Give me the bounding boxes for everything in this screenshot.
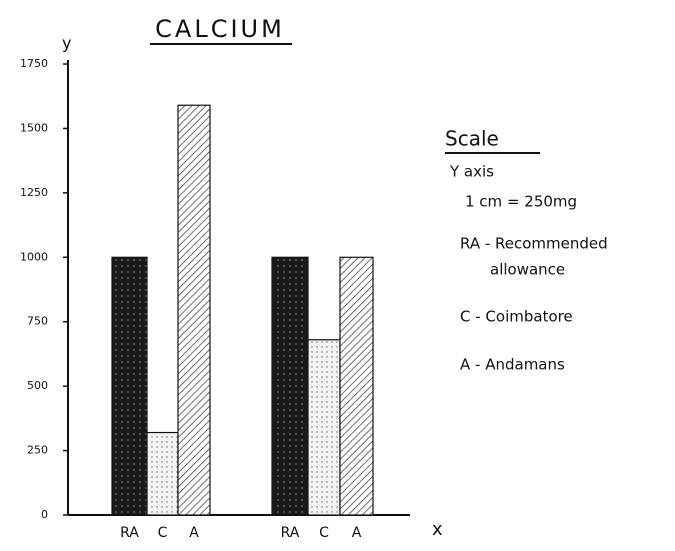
bar [340,257,373,515]
y-tick-label: 0 [41,508,48,521]
x-tick-label: RA [120,525,139,541]
x-tick-label: RA [281,525,300,541]
scale-note: RA - Recommended [460,235,608,253]
scale-note: A - Andamans [460,356,565,374]
x-tick-label: C [319,525,329,541]
y-tick-label: 1250 [20,186,48,199]
x-axis-label: x [432,519,443,540]
scale-note: C - Coimbatore [460,308,573,326]
bar [272,257,308,515]
y-tick-label: 1750 [20,57,48,70]
chart-title: CALCIUM [155,15,285,43]
y-axis-label: y [62,34,71,53]
y-tick-label: 1500 [20,121,48,134]
y-tick-label: 250 [27,444,48,457]
chart: CALCIUM y x Scale 0 250 500 750 1000 1250 1500… [0,0,675,551]
bar [178,105,210,515]
y-tick-label: 500 [27,379,48,392]
y-tick-label: 1000 [20,250,48,263]
scale-note: 1 cm = 250mg [465,193,577,211]
x-tick-label: C [158,525,168,541]
y-tick-label: 750 [27,315,48,328]
x-tick-label: A [189,525,199,541]
scale-note: allowance [490,261,565,279]
bar [147,433,178,515]
bar [308,340,340,515]
scale-note: Y axis [449,163,494,181]
scale-title: Scale [445,127,499,151]
x-tick-label: A [352,525,362,541]
bar [112,257,147,515]
